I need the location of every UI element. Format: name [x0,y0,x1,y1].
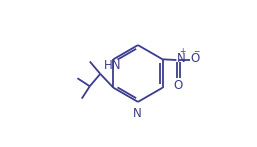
Text: HN: HN [104,59,121,72]
Text: O: O [191,52,200,65]
Text: O: O [173,79,183,92]
Text: −: − [194,47,200,56]
Text: +: + [180,47,186,56]
Text: N: N [133,107,142,120]
Text: N: N [177,52,186,65]
